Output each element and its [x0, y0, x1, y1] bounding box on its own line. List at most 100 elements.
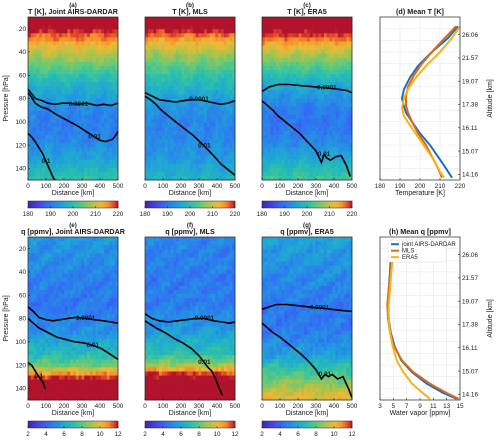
heatmap-cell — [198, 41, 202, 46]
heatmap-cell — [81, 334, 85, 340]
heatmap-cell — [270, 82, 274, 87]
heatmap-cell — [67, 78, 71, 83]
heatmap-cell — [337, 53, 342, 59]
heatmap-cell — [87, 330, 91, 336]
heatmap-cell — [103, 359, 108, 364]
heatmap-cell — [36, 127, 40, 132]
x-tick-label: 400 — [212, 183, 223, 190]
heatmap-cell — [95, 131, 99, 136]
heatmap-cell — [112, 167, 116, 173]
heatmap-cell — [278, 65, 283, 71]
heatmap-cell — [198, 53, 202, 59]
heatmap-cell — [301, 29, 305, 34]
heatmap-cell — [39, 25, 43, 30]
heatmap-cell — [276, 17, 280, 22]
heatmap-cell — [264, 25, 268, 30]
heatmap-cell — [70, 167, 74, 173]
heatmap-cell — [201, 118, 205, 124]
heatmap-cell — [95, 281, 99, 287]
heatmap-cell — [159, 167, 163, 173]
heatmap-cell — [343, 122, 347, 128]
heatmap-cell — [287, 57, 291, 63]
heatmap-cell — [112, 110, 116, 116]
heatmap-cell — [326, 143, 330, 148]
heatmap-cell — [206, 167, 211, 173]
heatmap-cell — [84, 318, 88, 323]
heatmap-cell — [309, 131, 313, 136]
heatmap-cell — [44, 45, 49, 50]
heatmap-cell — [329, 139, 333, 144]
heatmap-cell — [39, 314, 43, 319]
heatmap-cell — [56, 147, 60, 152]
heatmap-cell — [264, 110, 268, 116]
heatmap-cell — [270, 78, 274, 83]
heatmap-cell — [340, 114, 344, 120]
heatmap-cell — [215, 74, 219, 79]
heatmap-cell — [30, 285, 34, 291]
heatmap-cell — [73, 298, 77, 303]
heatmap-cell — [323, 98, 328, 103]
heatmap-cell — [340, 53, 344, 59]
heatmap-cell — [39, 61, 43, 67]
heatmap-cell — [292, 74, 297, 79]
heatmap-cell — [75, 334, 79, 340]
heatmap-cell — [70, 147, 74, 152]
heatmap-cell — [84, 289, 88, 295]
heatmap-cell — [164, 147, 168, 152]
heatmap-cell — [298, 29, 302, 34]
heatmap-cell — [223, 159, 227, 165]
heatmap-cell — [112, 106, 116, 112]
heatmap-cell — [78, 249, 82, 254]
heatmap-cell — [50, 53, 54, 59]
heatmap-cell — [192, 49, 196, 55]
heatmap-cell — [70, 151, 74, 156]
heatmap-cell — [44, 127, 49, 132]
heatmap-cell — [81, 53, 85, 59]
panel-title: T [K], Joint AIRS-DARDAR — [28, 7, 119, 16]
heatmap-cell — [229, 131, 233, 136]
heatmap-cell — [67, 37, 71, 42]
heatmap-cell — [61, 249, 65, 254]
heatmap-cell — [78, 261, 82, 266]
heatmap-cell — [195, 94, 199, 99]
heatmap-cell — [73, 114, 77, 120]
heatmap-cell — [33, 118, 37, 124]
heatmap-cell — [87, 306, 91, 311]
heatmap-cell — [42, 338, 46, 344]
heatmap-cell — [56, 90, 60, 95]
heatmap-cell — [28, 302, 32, 307]
heatmap-cell — [150, 175, 154, 181]
heatmap-cell — [276, 106, 280, 112]
heatmap-cell — [112, 257, 116, 262]
heatmap-cell — [156, 90, 160, 95]
heatmap-cell — [284, 127, 288, 132]
heatmap-cell — [267, 61, 271, 67]
heatmap-cell — [103, 143, 108, 148]
heatmap-cell — [332, 21, 336, 26]
heatmap-cell — [84, 98, 88, 103]
heatmap-cell — [204, 159, 208, 165]
heatmap-cell — [326, 98, 330, 103]
heatmap-cell — [206, 163, 211, 169]
heatmap-cell — [198, 151, 202, 156]
heatmap-cell — [87, 289, 91, 295]
heatmap-cell — [212, 127, 216, 132]
heatmap-cell — [337, 114, 342, 120]
heatmap-cell — [53, 371, 57, 376]
heatmap-cell — [106, 265, 110, 270]
heatmap-cell — [89, 355, 94, 360]
heatmap-cell — [101, 330, 105, 336]
heatmap-cell — [215, 82, 219, 87]
heatmap-cell — [56, 277, 60, 283]
heatmap-cell — [218, 163, 222, 169]
heatmap-cell — [295, 159, 299, 165]
heatmap-cell — [56, 159, 60, 165]
heatmap-cell — [164, 135, 168, 140]
heatmap-cell — [206, 57, 211, 63]
heatmap-cell — [281, 29, 285, 34]
heatmap-cell — [56, 139, 60, 144]
heatmap-cell — [340, 33, 344, 38]
heatmap-cell — [156, 155, 160, 160]
heatmap-cell — [178, 65, 182, 71]
heatmap-cell — [56, 25, 60, 30]
